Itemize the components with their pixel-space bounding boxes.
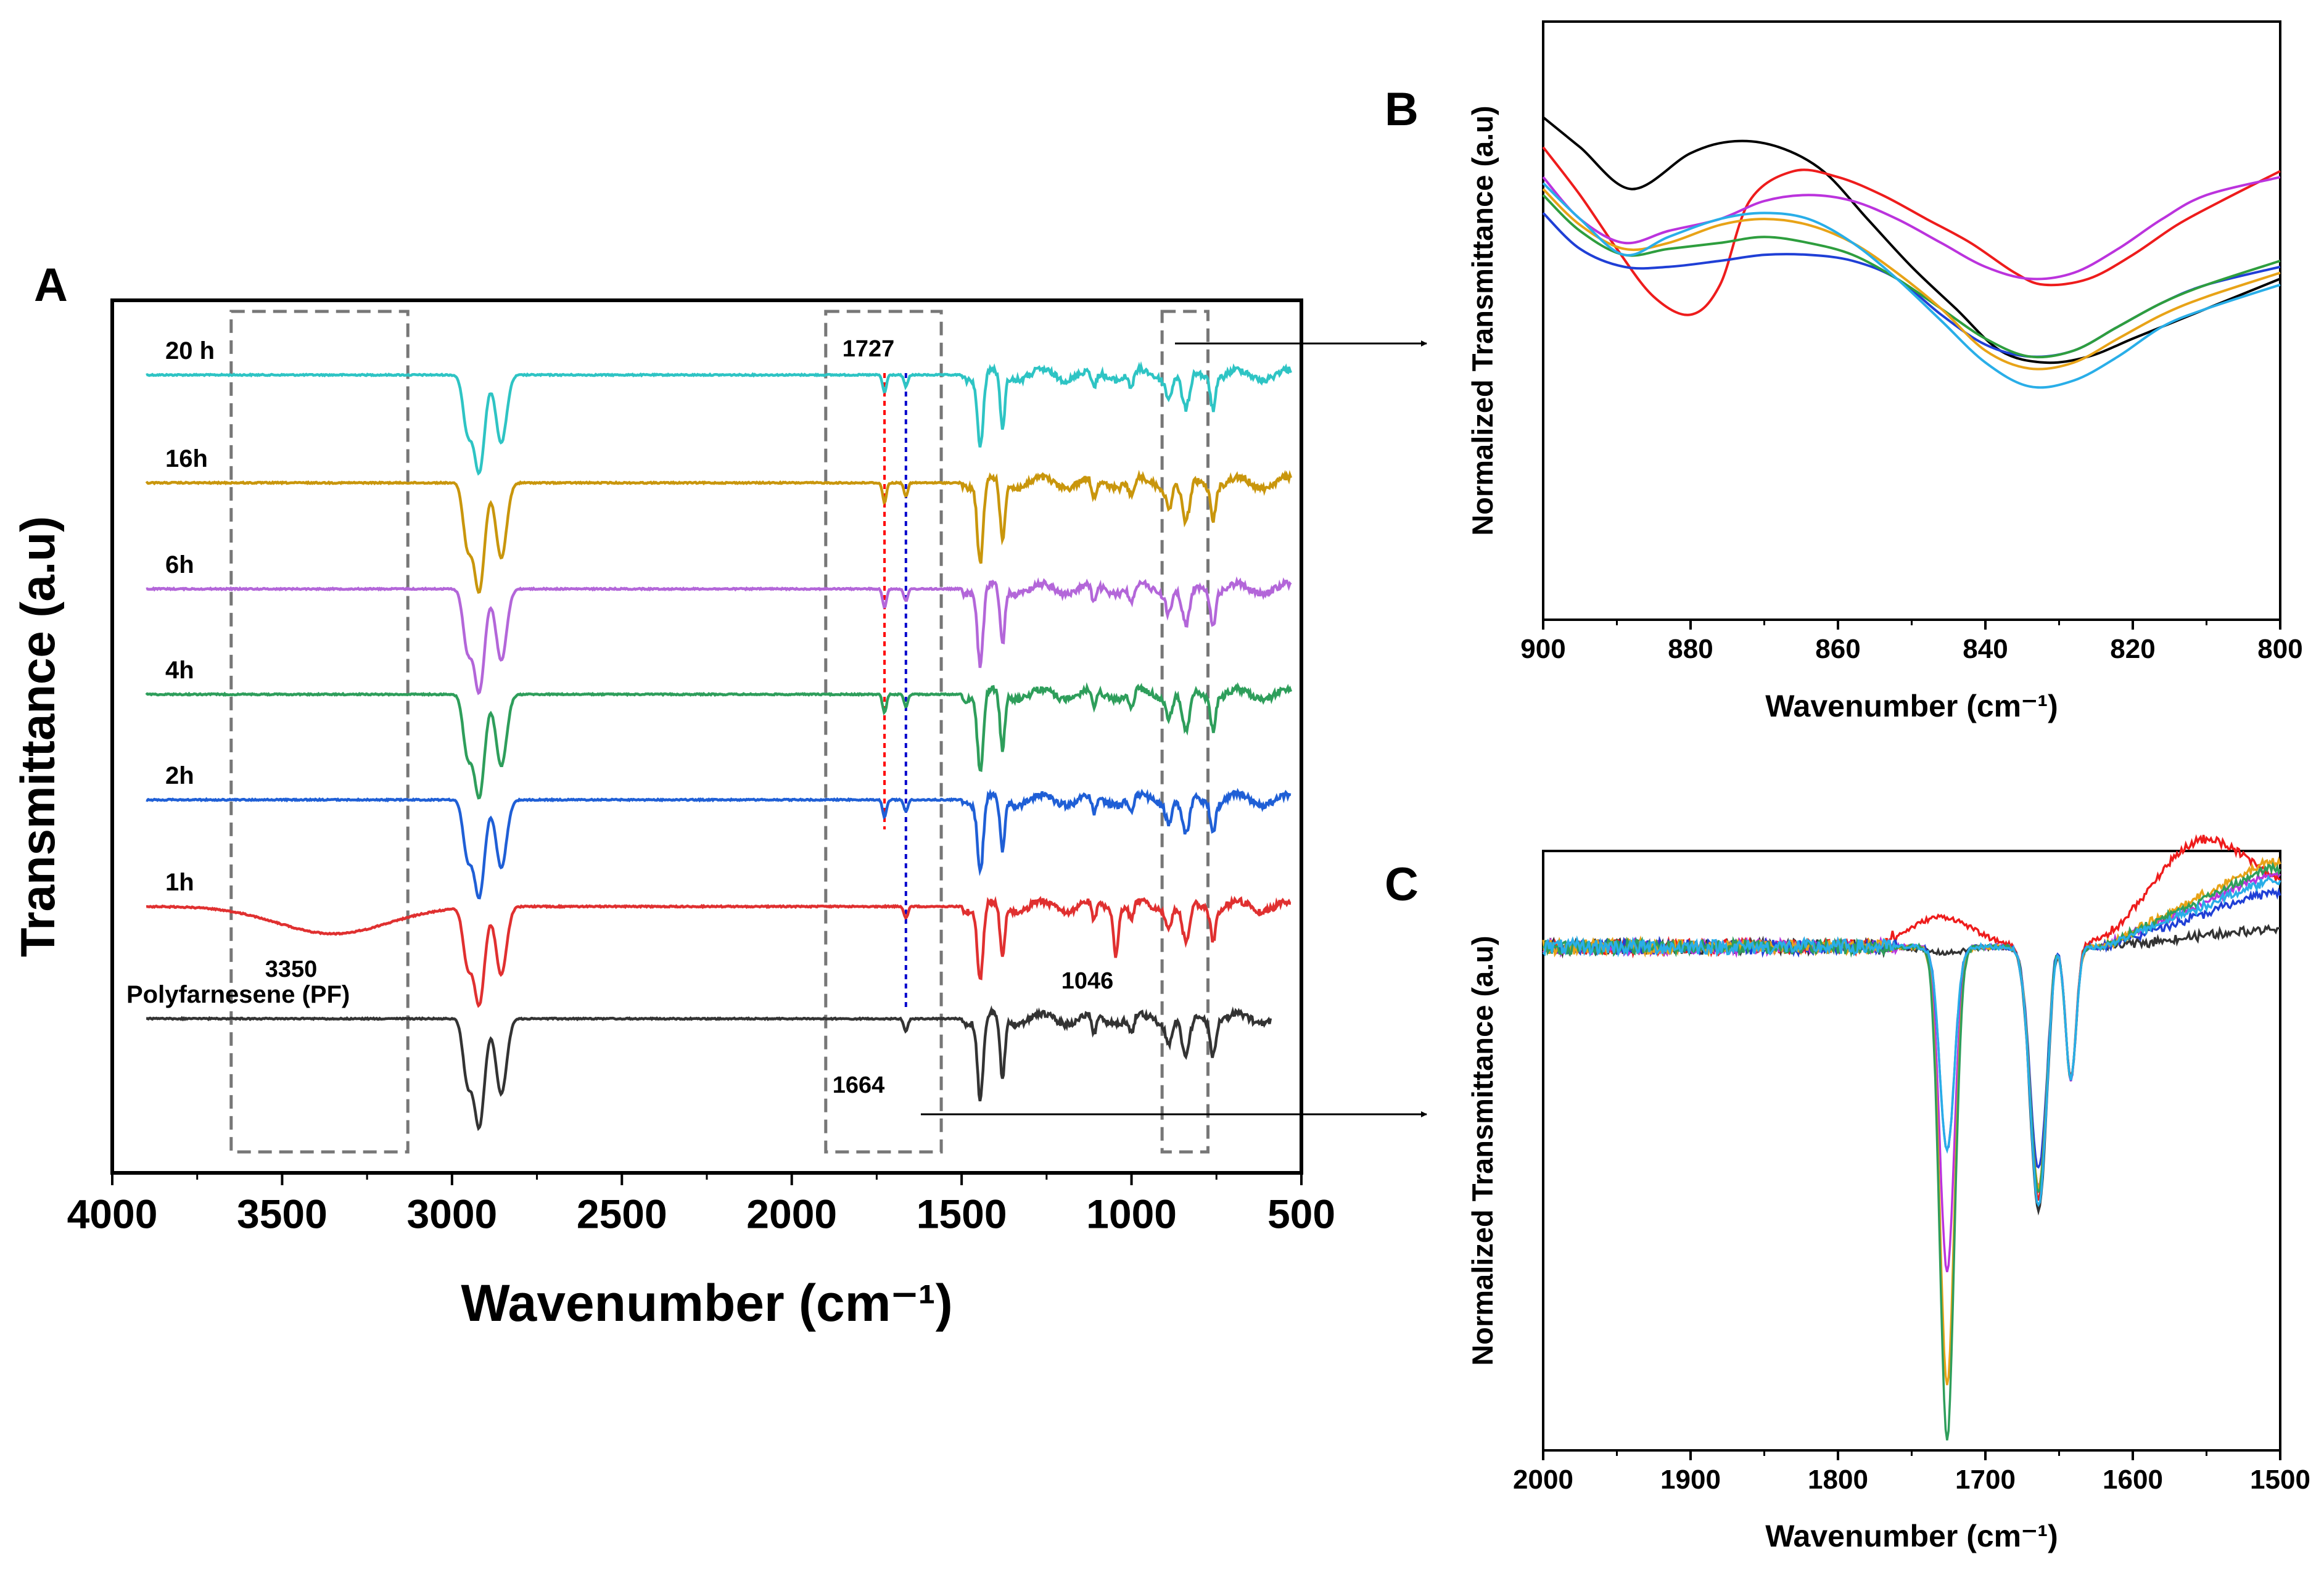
panel-b-x-tick-label-820: 820 <box>2110 634 2155 664</box>
panel-a-x-tick-label-4000: 4000 <box>67 1191 158 1236</box>
panel-b-chart: 900 880 860 840 820 800 Wavenumber (cm⁻¹) Norma… <box>1466 20 2303 723</box>
panel-c-chart: 2000 1900 1800 1700 1600 1500 Wavenumber (cm⁻¹… <box>1466 834 2310 1553</box>
panel-c-x-tick-label-2000: 2000 <box>1513 1465 1573 1495</box>
spectrum-polyfarnesene-pf <box>146 1005 1272 1132</box>
panel-c-spectrum-1 <box>1542 924 2281 1216</box>
panel-a-x-tick-label-2000: 2000 <box>746 1191 837 1236</box>
peak-label-1664: 1664 <box>833 1072 885 1098</box>
peak-label-1046: 1046 <box>1061 968 1114 994</box>
series-label-2h: 2h <box>165 762 194 789</box>
series-label-polyfarnesene-pf: Polyfarnesene (PF) <box>126 981 350 1008</box>
panel-b-spectrum-6 <box>1542 188 2281 371</box>
series-label-6h: 6h <box>165 551 194 578</box>
plot-frame <box>110 298 1303 1175</box>
panel-c-spectrum-5 <box>1542 856 2281 1386</box>
panel-b-x-tick-label-840: 840 <box>1963 634 2008 664</box>
highlight-box-2 <box>824 310 943 1154</box>
panel-b-x-title: Wavenumber (cm⁻¹) <box>1765 689 2058 723</box>
panel-b-x-tick-label-860: 860 <box>1815 634 1860 664</box>
spectrum-2h <box>146 787 1292 900</box>
panel-c-x-tick-label-1700: 1700 <box>1955 1465 2016 1495</box>
spectrum-20-h <box>146 361 1292 476</box>
panel-label-b: B <box>1385 83 1419 136</box>
panel-c-x-tick-label-1600: 1600 <box>2103 1465 2163 1495</box>
panel-b-spectrum-3 <box>1542 176 2281 281</box>
peak-label-3350: 3350 <box>265 956 318 982</box>
spectrum-16h <box>145 469 1293 594</box>
zoom-connectors <box>921 340 1427 1117</box>
panel-c-spectrum-7 <box>1542 874 2281 1207</box>
spectrum-1h <box>146 895 1292 1008</box>
panel-a-x-title: Wavenumber (cm⁻¹) <box>461 1274 952 1332</box>
panel-label-a: A <box>34 259 68 311</box>
panel-b-x-tick-label-800: 800 <box>2257 634 2302 664</box>
panel-a-x-tick-label-3500: 3500 <box>237 1191 328 1236</box>
series-label-1h: 1h <box>165 869 194 896</box>
panel-b-x-tick-label-900: 900 <box>1520 634 1565 664</box>
panel-c-x-title: Wavenumber (cm⁻¹) <box>1765 1519 2058 1553</box>
panel-a-x-tick-label-3000: 3000 <box>406 1191 497 1236</box>
panel-b-y-title: Normalized Transmittance (a.u) <box>1466 105 1499 535</box>
series-label-4h: 4h <box>165 657 194 684</box>
panel-a-chart: 4000 3500 3000 2500 2000 1500 1000 500 Wavenumbe… <box>10 298 1335 1332</box>
panel-c-y-title: Normalized Transmittance (a.u) <box>1466 935 1499 1365</box>
panel-a-y-title: Transmittance (a.u) <box>10 516 65 957</box>
series-label-16h: 16h <box>165 445 208 472</box>
panel-a-x-tick-label-1500: 1500 <box>917 1191 1007 1236</box>
plot-frame <box>1542 20 2281 621</box>
highlight-box-1 <box>229 310 410 1154</box>
panel-b-spectrum-1 <box>1542 116 2281 364</box>
spectrum-4h <box>145 682 1293 800</box>
panel-a-x-tick-label-2500: 2500 <box>577 1191 667 1236</box>
panel-b-spectrum-7 <box>1542 182 2281 389</box>
panel-a-x-tick-label-1000: 1000 <box>1086 1191 1177 1236</box>
panel-b-x-tick-label-880: 880 <box>1668 634 1713 664</box>
panel-c-x-tick-label-1800: 1800 <box>1808 1465 1868 1495</box>
highlight-box-3 <box>1160 310 1210 1154</box>
panel-c-spectrum-2 <box>1542 834 2281 1201</box>
panel-a-x-tick-label-500: 500 <box>1267 1191 1335 1236</box>
peak-label-1727: 1727 <box>843 336 895 362</box>
panel-b-spectrum-2 <box>1542 146 2281 316</box>
panel-c-x-tick-label-1900: 1900 <box>1660 1465 1721 1495</box>
spectrum-6h <box>146 576 1292 696</box>
series-label-20-h: 20 h <box>165 337 215 364</box>
panel-c-x-tick-label-1500: 1500 <box>2250 1465 2310 1495</box>
panel-c-spectrum-4 <box>1543 887 2281 1169</box>
panel-c-spectrum-3 <box>1542 871 2281 1273</box>
panel-b-spectrum-5 <box>1542 194 2281 359</box>
panel-label-c: C <box>1385 858 1419 911</box>
